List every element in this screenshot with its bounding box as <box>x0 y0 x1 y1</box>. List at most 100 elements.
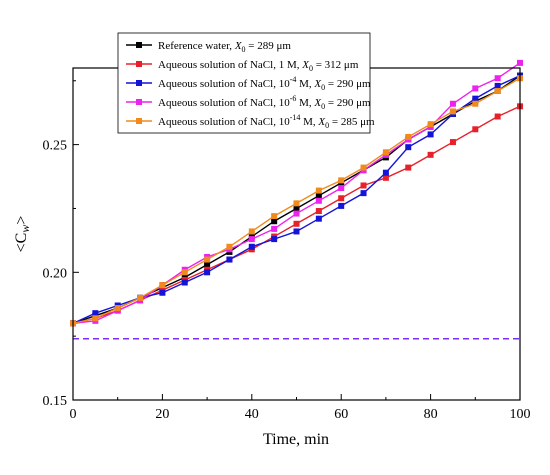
x-tick-label: 80 <box>424 407 438 422</box>
series-point-2 <box>382 169 389 176</box>
legend-label-part: M, <box>296 97 314 109</box>
legend-label-part: -6 <box>290 94 297 103</box>
legend-label-1: Aqueous solution of NaCl, 1 M, X0 = 312 … <box>158 59 359 73</box>
legend-label-part: = 290 μm <box>325 97 371 109</box>
series-point-4 <box>382 149 389 156</box>
series-point-2 <box>360 190 367 197</box>
legend-label-part: = 290 μm <box>325 78 371 90</box>
legend-marker-4 <box>136 118 142 124</box>
series-point-1 <box>293 220 300 227</box>
legend-box <box>117 32 371 134</box>
x-axis-title: Time, min <box>263 431 329 448</box>
series-point-2 <box>181 279 188 286</box>
legend-label-part: X <box>313 97 322 109</box>
legend-label-part: Aqueous solution of NaCl, 10 <box>158 97 290 109</box>
legend-marker-3 <box>136 99 142 105</box>
series-point-3 <box>494 75 501 82</box>
series-point-4 <box>181 269 188 276</box>
series-point-4 <box>427 121 434 128</box>
legend-label-part: 0 <box>321 102 325 111</box>
legend-label-part: -14 <box>290 113 301 122</box>
legend-label-part: = 312 μm <box>313 59 359 71</box>
legend-label-part: 0 <box>242 45 246 54</box>
series-point-4 <box>472 100 479 107</box>
legend-label-part: X <box>234 40 243 52</box>
series-point-3 <box>271 225 278 232</box>
legend-label-part: Aqueous solution of NaCl, 10 <box>158 116 290 128</box>
series-point-3 <box>472 85 479 92</box>
series-point-4 <box>360 164 367 171</box>
series-point-4 <box>159 282 166 289</box>
series-point-2 <box>226 256 233 263</box>
y-tick-label: 0.20 <box>43 266 68 281</box>
series-point-4 <box>114 305 121 312</box>
series-point-3 <box>338 185 345 192</box>
y-axis-title-sub: w <box>18 225 32 233</box>
x-tick-label: 100 <box>510 407 531 422</box>
series-point-4 <box>248 228 255 235</box>
series-point-3 <box>248 236 255 243</box>
series-point-4 <box>315 187 322 194</box>
series-point-1 <box>338 195 345 202</box>
series-point-4 <box>293 200 300 207</box>
x-tick-label: 20 <box>155 407 169 422</box>
legend-label-part: M, <box>296 78 314 90</box>
series-point-1 <box>427 151 434 158</box>
legend-label-3: Aqueous solution of NaCl, 10-6 M, X0 = 2… <box>158 94 371 111</box>
series-point-4 <box>137 294 144 301</box>
legend-label-part: 0 <box>309 64 313 73</box>
series-point-2 <box>204 269 211 276</box>
series-point-4 <box>226 243 233 250</box>
y-tick-label: 0.15 <box>43 394 68 409</box>
legend-label-part: = 285 μm <box>329 116 375 128</box>
legend-marker-2 <box>136 80 142 86</box>
legend-label-part: X <box>317 116 326 128</box>
series-point-0 <box>293 205 300 212</box>
legend-label-part: Aqueous solution of NaCl, 10 <box>158 78 290 90</box>
legend-label-part: 0 <box>325 121 329 130</box>
series-point-2 <box>472 95 479 102</box>
legend-label-part: M, <box>300 116 318 128</box>
series-point-3 <box>293 210 300 217</box>
series-point-2 <box>315 215 322 222</box>
legend-label-part: -4 <box>290 75 297 84</box>
series-point-4 <box>204 256 211 263</box>
series-point-2 <box>338 202 345 209</box>
series-point-3 <box>517 59 523 66</box>
series-point-3 <box>449 100 456 107</box>
series-point-2 <box>405 144 412 151</box>
y-axis-title: <Cw> <box>13 216 32 253</box>
series-point-2 <box>427 131 434 138</box>
series-point-4 <box>92 315 99 322</box>
x-tick-label: 60 <box>334 407 348 422</box>
legend-label-part: Reference water, <box>158 40 235 52</box>
legend-label-0: Reference water, X0 = 289 μm <box>158 40 291 54</box>
legend-label-part: = 289 μm <box>246 40 292 52</box>
y-tick-label: 0.25 <box>43 139 68 154</box>
series-point-1 <box>315 208 322 215</box>
series-point-4 <box>338 177 345 184</box>
series-point-2 <box>293 228 300 235</box>
series-point-1 <box>449 139 456 146</box>
x-tick-label: 40 <box>245 407 259 422</box>
series-point-1 <box>494 113 501 120</box>
series-point-4 <box>449 108 456 115</box>
series-point-4 <box>405 133 412 140</box>
series-point-2 <box>159 289 166 296</box>
legend-label-2: Aqueous solution of NaCl, 10-4 M, X0 = 2… <box>158 75 371 92</box>
series-point-2 <box>494 82 501 89</box>
legend-label-part: X <box>313 78 322 90</box>
series-point-0 <box>315 192 322 199</box>
tick-layer: 0 20 40 60 80 100 0.15 0.20 0.25 <box>43 80 531 422</box>
series-layer <box>70 59 523 327</box>
series-point-0 <box>204 261 211 268</box>
series-point-1 <box>360 182 367 189</box>
series-point-3 <box>315 197 322 204</box>
series-point-4 <box>494 87 501 94</box>
series-point-0 <box>271 218 278 225</box>
series-point-1 <box>382 174 389 181</box>
legend-label-part: 0 <box>321 83 325 92</box>
